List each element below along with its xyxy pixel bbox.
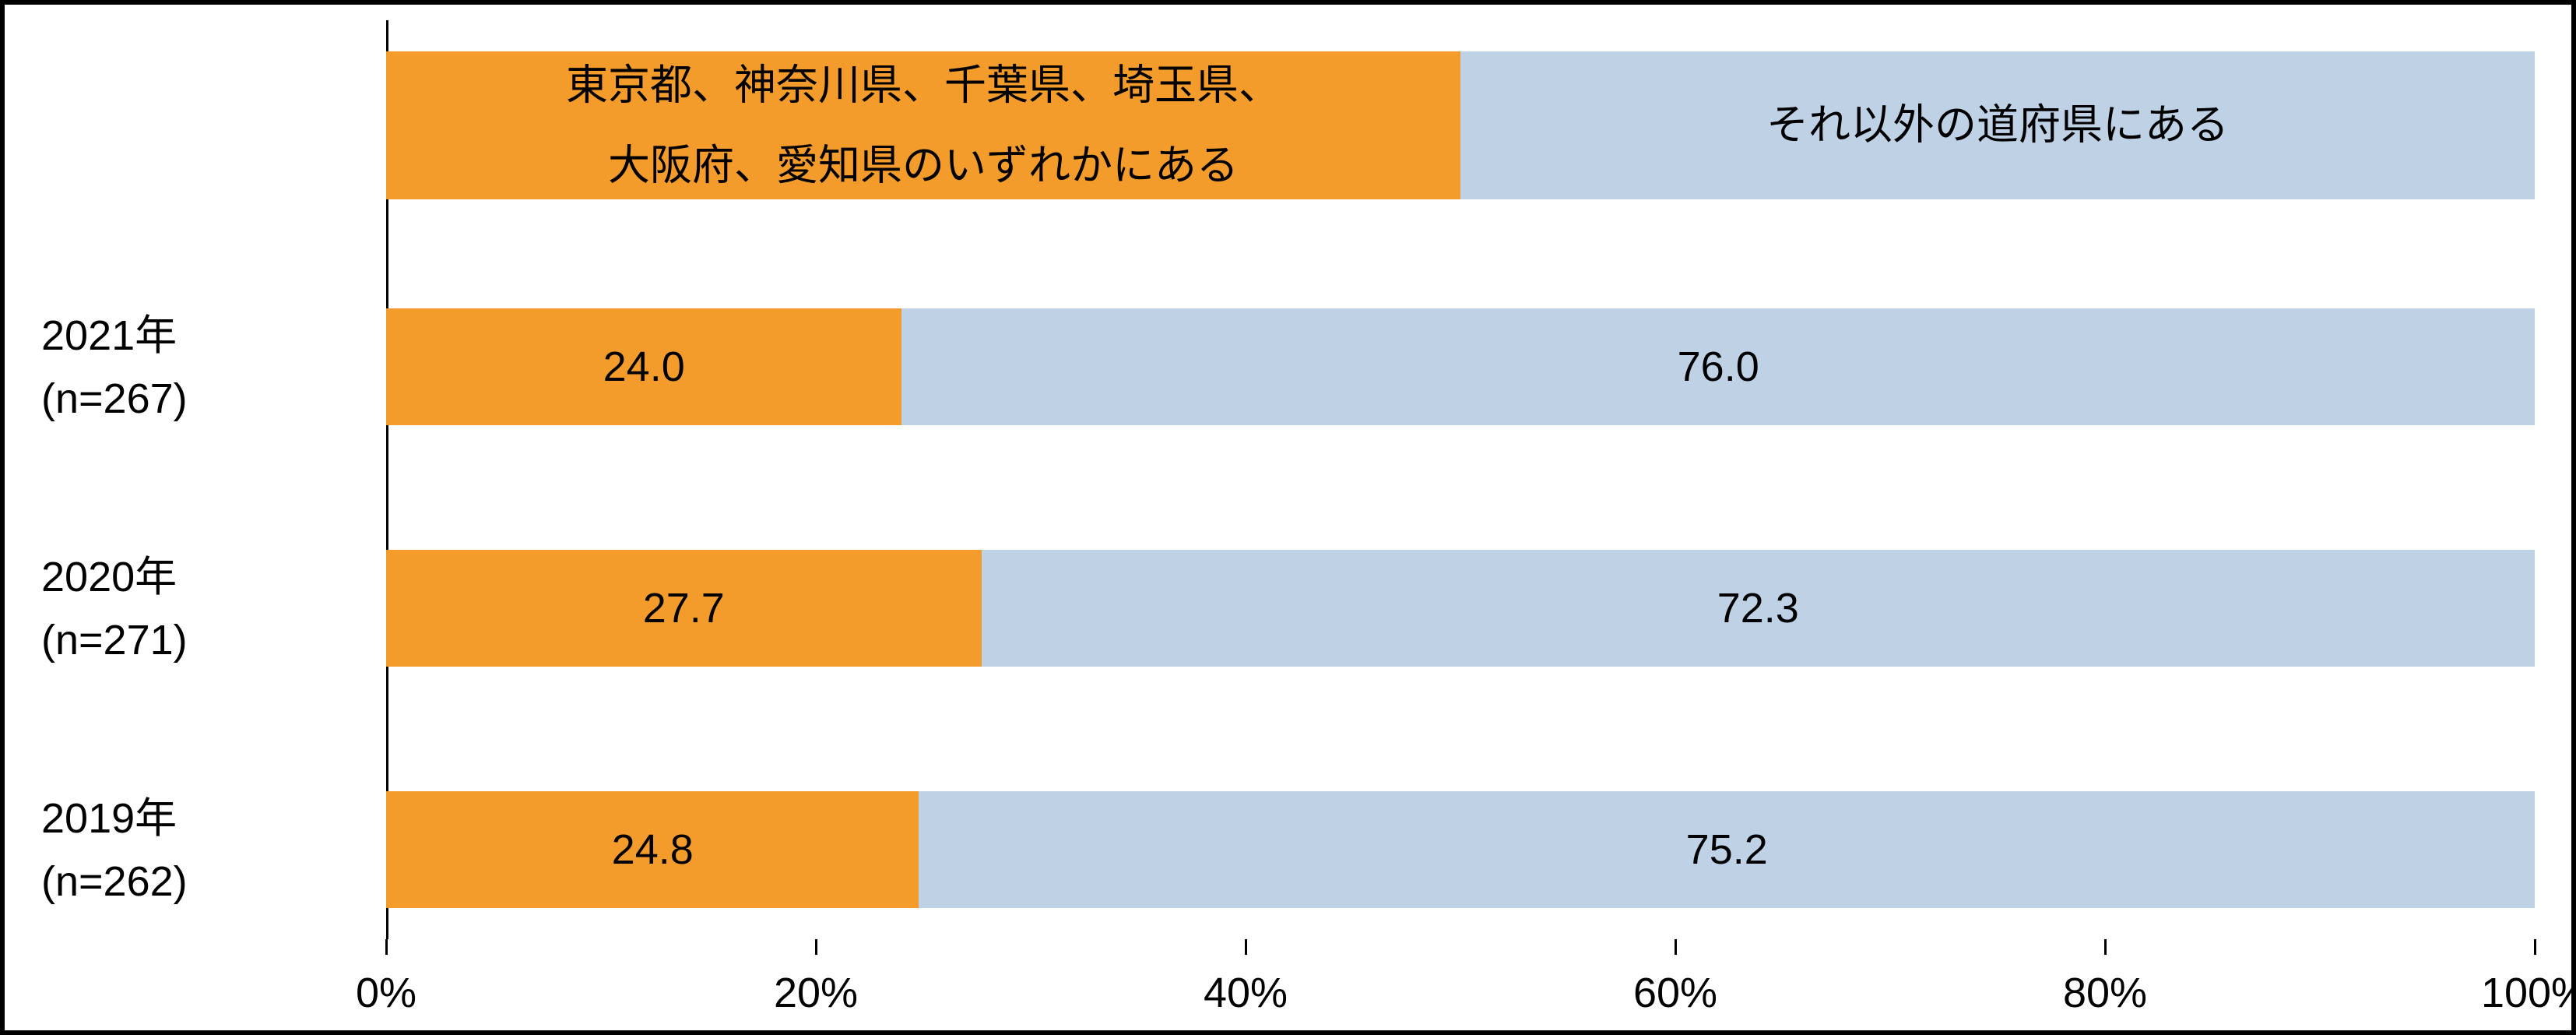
x-tick	[1245, 939, 1247, 955]
legend-bar-row: 東京都、神奈川県、千葉県、埼玉県、 大阪府、愛知県のいずれかにある それ以外の道…	[386, 51, 2535, 199]
bar-2020-metro: 27.7	[386, 550, 982, 667]
y-label-2020-n: (n=271)	[41, 617, 188, 664]
y-label-2019-n: (n=262)	[41, 858, 188, 905]
y-label-2021: 2021年 (n=267)	[41, 305, 368, 431]
x-tick	[2534, 939, 2536, 955]
x-tick	[1675, 939, 1677, 955]
bar-2020-other-value: 72.3	[1717, 584, 1799, 632]
bar-row-2019: 24.8 75.2	[386, 791, 2535, 908]
bar-2021-other-value: 76.0	[1678, 343, 1759, 391]
bar-row-2021: 24.0 76.0	[386, 308, 2535, 425]
bar-2021-metro: 24.0	[386, 308, 901, 425]
x-tick-label: 80%	[2063, 969, 2147, 1017]
bar-2019-other-value: 75.2	[1686, 826, 1768, 874]
bar-row-2020: 27.7 72.3	[386, 550, 2535, 667]
legend-seg-metro	[386, 51, 1460, 199]
x-tick-label: 60%	[1633, 969, 1717, 1017]
x-tick-label: 0%	[356, 969, 416, 1017]
bar-2021-metro-value: 24.0	[603, 343, 685, 391]
x-tick-label: 20%	[774, 969, 858, 1017]
legend-seg-other	[1460, 51, 2535, 199]
y-label-2021-n: (n=267)	[41, 375, 188, 422]
x-tick	[815, 939, 817, 955]
x-tick-label: 100%	[2481, 969, 2576, 1017]
bar-2019-metro: 24.8	[386, 791, 919, 908]
plot-area: 東京都、神奈川県、千葉県、埼玉県、 大阪府、愛知県のいずれかにある それ以外の道…	[386, 20, 2535, 939]
bar-2020-metro-value: 27.7	[643, 584, 725, 632]
x-tick-label: 40%	[1204, 969, 1288, 1017]
stacked-bar-chart: 東京都、神奈川県、千葉県、埼玉県、 大阪府、愛知県のいずれかにある それ以外の道…	[0, 0, 2576, 1035]
x-tick	[2104, 939, 2107, 955]
y-label-2019-year: 2019年	[41, 795, 177, 842]
bar-2020-other: 72.3	[982, 550, 2535, 667]
y-label-2019: 2019年 (n=262)	[41, 787, 368, 914]
bar-2021-other: 76.0	[901, 308, 2535, 425]
x-tick	[385, 939, 388, 955]
y-label-2021-year: 2021年	[41, 312, 177, 359]
y-label-2020: 2020年 (n=271)	[41, 546, 368, 672]
y-label-2020-year: 2020年	[41, 554, 177, 600]
bar-2019-other: 75.2	[919, 791, 2535, 908]
bar-2019-metro-value: 24.8	[612, 826, 694, 874]
